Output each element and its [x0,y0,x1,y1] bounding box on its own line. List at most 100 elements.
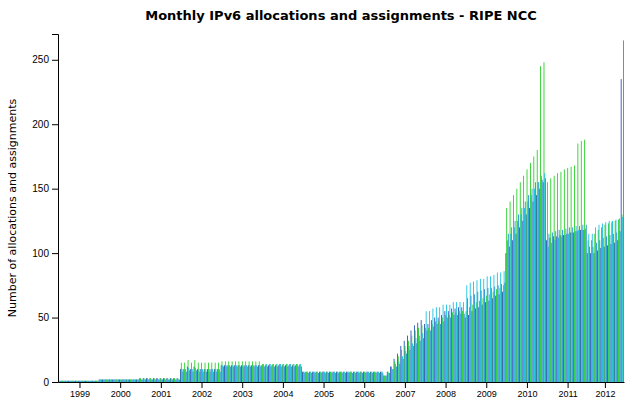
bar [259,365,261,382]
x-tick-label: 2009 [477,389,497,399]
bar [132,379,134,382]
bar [346,372,348,382]
bar [343,372,345,382]
bar [228,361,230,382]
bar [507,234,509,382]
bar [506,208,508,382]
bar [458,307,460,382]
bar [503,271,505,382]
x-tick: 2009 [477,382,497,399]
bar [443,321,445,382]
bar [59,381,61,382]
bar [367,372,369,382]
bar [437,318,439,382]
bar [100,379,102,382]
bar [304,373,306,382]
bar [364,372,366,382]
bar [335,373,337,382]
bar [442,305,444,382]
bar [407,341,409,382]
bar [378,372,380,382]
bar [89,381,91,382]
bar [307,372,309,382]
bar [125,379,127,382]
bar [258,361,260,382]
bar [131,379,133,382]
bar [146,378,148,382]
bar [113,379,115,382]
bar [434,318,436,382]
bar [287,367,289,382]
bar [380,372,382,382]
bar [62,381,64,382]
bar [575,226,577,382]
bar [256,365,258,382]
bar [384,376,386,382]
bar [598,225,600,382]
bar [550,178,552,382]
bar [274,367,276,382]
bar [82,381,84,382]
bar [164,379,166,382]
bar [403,341,405,382]
x-tick-mark [161,382,162,388]
y-tick: 250 [32,54,58,65]
bar [584,140,586,382]
bar [388,373,390,382]
bar [292,364,294,382]
bar [467,298,469,382]
bar [123,379,125,382]
bar [374,372,376,382]
bar [454,309,456,382]
bar [81,381,83,382]
bar [85,381,87,382]
bar [313,372,315,382]
bar [175,379,177,382]
bar [160,378,162,382]
bar [325,372,327,382]
bar [372,373,374,382]
bar [380,372,382,382]
bar [348,373,350,382]
bar [466,285,468,382]
bar [88,381,90,382]
bar [414,330,416,382]
bar [65,381,67,382]
x-tick-label: 2011 [558,389,577,399]
bar [429,311,431,382]
bar [511,227,513,382]
bar [420,320,422,382]
bar [526,169,528,382]
bar [109,379,111,382]
bar [139,378,141,382]
bar [513,195,515,382]
bar [591,234,593,382]
x-tick: 2008 [436,382,456,399]
bar [296,364,298,382]
bar [197,363,199,382]
bar [117,379,119,382]
bar [77,381,79,382]
bar [362,373,364,382]
bar [205,369,207,382]
bar [194,360,196,382]
bar [231,361,233,382]
bar [606,236,608,382]
bar [95,381,97,382]
y-tick-label: 0 [43,377,49,388]
bar [124,379,126,382]
bar [326,372,328,382]
bar [422,333,424,382]
bar [211,363,213,382]
bar [290,364,292,382]
bar [307,373,309,382]
bar [461,307,463,382]
bar [419,341,421,382]
bar [249,365,251,382]
bar [96,381,98,382]
bar [577,144,579,382]
bar [423,338,425,382]
bar [321,373,323,382]
bar [257,367,259,382]
bar [218,369,220,382]
